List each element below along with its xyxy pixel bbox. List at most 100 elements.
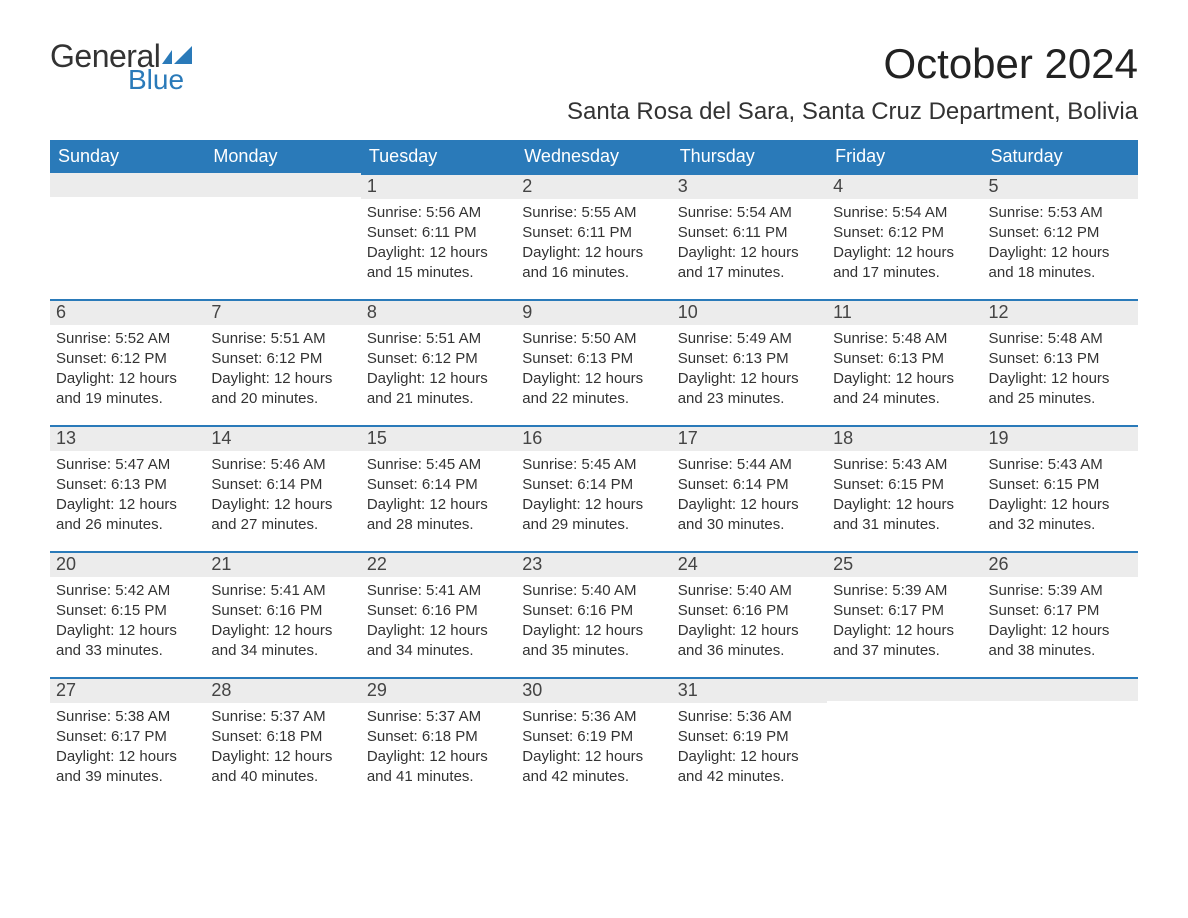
day-sunrise: Sunrise: 5:43 AM: [833, 455, 976, 475]
day-sunset: Sunset: 6:17 PM: [833, 601, 976, 621]
day-sunset: Sunset: 6:13 PM: [56, 475, 199, 495]
day-daylight1: Daylight: 12 hours: [678, 621, 821, 641]
day-sunrise: Sunrise: 5:39 AM: [833, 581, 976, 601]
calendar-day-cell: 10Sunrise: 5:49 AMSunset: 6:13 PMDayligh…: [672, 299, 827, 425]
day-sunrise: Sunrise: 5:42 AM: [56, 581, 199, 601]
day-sunset: Sunset: 6:13 PM: [833, 349, 976, 369]
day-details: Sunrise: 5:45 AMSunset: 6:14 PMDaylight:…: [516, 451, 671, 544]
location-subtitle: Santa Rosa del Sara, Santa Cruz Departme…: [50, 98, 1138, 126]
day-sunrise: Sunrise: 5:54 AM: [678, 203, 821, 223]
day-number: 11: [827, 299, 982, 325]
day-sunrise: Sunrise: 5:36 AM: [522, 707, 665, 727]
day-number: [50, 173, 205, 197]
day-daylight1: Daylight: 12 hours: [678, 243, 821, 263]
day-daylight2: and 16 minutes.: [522, 263, 665, 283]
day-number: 31: [672, 677, 827, 703]
day-number: 12: [983, 299, 1138, 325]
day-daylight2: and 42 minutes.: [522, 767, 665, 787]
day-details: Sunrise: 5:36 AMSunset: 6:19 PMDaylight:…: [672, 703, 827, 796]
day-details: Sunrise: 5:37 AMSunset: 6:18 PMDaylight:…: [361, 703, 516, 796]
day-sunset: Sunset: 6:11 PM: [367, 223, 510, 243]
day-sunrise: Sunrise: 5:36 AM: [678, 707, 821, 727]
day-number: [205, 173, 360, 197]
weekday-header: Thursday: [672, 140, 827, 173]
day-number: 6: [50, 299, 205, 325]
calendar-day-cell: [827, 677, 982, 803]
day-details: Sunrise: 5:40 AMSunset: 6:16 PMDaylight:…: [516, 577, 671, 670]
calendar-day-cell: 1Sunrise: 5:56 AMSunset: 6:11 PMDaylight…: [361, 173, 516, 299]
day-sunrise: Sunrise: 5:48 AM: [833, 329, 976, 349]
day-sunset: Sunset: 6:12 PM: [833, 223, 976, 243]
day-daylight1: Daylight: 12 hours: [211, 621, 354, 641]
day-number: [827, 677, 982, 701]
calendar-day-cell: 8Sunrise: 5:51 AMSunset: 6:12 PMDaylight…: [361, 299, 516, 425]
day-details: Sunrise: 5:47 AMSunset: 6:13 PMDaylight:…: [50, 451, 205, 544]
calendar-day-cell: 11Sunrise: 5:48 AMSunset: 6:13 PMDayligh…: [827, 299, 982, 425]
day-sunset: Sunset: 6:14 PM: [678, 475, 821, 495]
day-sunset: Sunset: 6:14 PM: [211, 475, 354, 495]
calendar-day-cell: 15Sunrise: 5:45 AMSunset: 6:14 PMDayligh…: [361, 425, 516, 551]
day-daylight2: and 23 minutes.: [678, 389, 821, 409]
day-sunrise: Sunrise: 5:41 AM: [211, 581, 354, 601]
day-sunrise: Sunrise: 5:38 AM: [56, 707, 199, 727]
day-daylight2: and 34 minutes.: [367, 641, 510, 661]
day-sunrise: Sunrise: 5:44 AM: [678, 455, 821, 475]
day-daylight1: Daylight: 12 hours: [56, 369, 199, 389]
calendar-day-cell: 17Sunrise: 5:44 AMSunset: 6:14 PMDayligh…: [672, 425, 827, 551]
day-details: Sunrise: 5:41 AMSunset: 6:16 PMDaylight:…: [361, 577, 516, 670]
day-sunrise: Sunrise: 5:37 AM: [367, 707, 510, 727]
logo: General Blue: [50, 40, 192, 94]
day-number: 14: [205, 425, 360, 451]
day-sunset: Sunset: 6:13 PM: [989, 349, 1132, 369]
calendar-day-cell: 21Sunrise: 5:41 AMSunset: 6:16 PMDayligh…: [205, 551, 360, 677]
day-number: 5: [983, 173, 1138, 199]
day-details: [983, 701, 1138, 713]
day-daylight2: and 42 minutes.: [678, 767, 821, 787]
day-number: 22: [361, 551, 516, 577]
calendar-day-cell: 20Sunrise: 5:42 AMSunset: 6:15 PMDayligh…: [50, 551, 205, 677]
day-number: 15: [361, 425, 516, 451]
day-sunrise: Sunrise: 5:52 AM: [56, 329, 199, 349]
day-daylight1: Daylight: 12 hours: [989, 621, 1132, 641]
day-sunrise: Sunrise: 5:54 AM: [833, 203, 976, 223]
day-number: 4: [827, 173, 982, 199]
calendar-day-cell: 7Sunrise: 5:51 AMSunset: 6:12 PMDaylight…: [205, 299, 360, 425]
day-number: 20: [50, 551, 205, 577]
calendar-day-cell: 9Sunrise: 5:50 AMSunset: 6:13 PMDaylight…: [516, 299, 671, 425]
day-details: Sunrise: 5:36 AMSunset: 6:19 PMDaylight:…: [516, 703, 671, 796]
day-details: Sunrise: 5:39 AMSunset: 6:17 PMDaylight:…: [983, 577, 1138, 670]
day-sunset: Sunset: 6:16 PM: [522, 601, 665, 621]
day-sunrise: Sunrise: 5:50 AM: [522, 329, 665, 349]
day-sunrise: Sunrise: 5:55 AM: [522, 203, 665, 223]
day-daylight2: and 38 minutes.: [989, 641, 1132, 661]
calendar-table: Sunday Monday Tuesday Wednesday Thursday…: [50, 140, 1138, 803]
day-details: Sunrise: 5:37 AMSunset: 6:18 PMDaylight:…: [205, 703, 360, 796]
day-number: 3: [672, 173, 827, 199]
day-sunset: Sunset: 6:15 PM: [833, 475, 976, 495]
day-sunrise: Sunrise: 5:49 AM: [678, 329, 821, 349]
day-sunset: Sunset: 6:16 PM: [367, 601, 510, 621]
weekday-header: Sunday: [50, 140, 205, 173]
calendar-day-cell: 27Sunrise: 5:38 AMSunset: 6:17 PMDayligh…: [50, 677, 205, 803]
day-sunrise: Sunrise: 5:37 AM: [211, 707, 354, 727]
day-number: 18: [827, 425, 982, 451]
day-daylight1: Daylight: 12 hours: [833, 621, 976, 641]
calendar-day-cell: 3Sunrise: 5:54 AMSunset: 6:11 PMDaylight…: [672, 173, 827, 299]
day-daylight1: Daylight: 12 hours: [678, 495, 821, 515]
weekday-header: Wednesday: [516, 140, 671, 173]
day-sunrise: Sunrise: 5:48 AM: [989, 329, 1132, 349]
day-daylight1: Daylight: 12 hours: [367, 369, 510, 389]
day-details: Sunrise: 5:43 AMSunset: 6:15 PMDaylight:…: [983, 451, 1138, 544]
day-sunrise: Sunrise: 5:47 AM: [56, 455, 199, 475]
calendar-day-cell: 14Sunrise: 5:46 AMSunset: 6:14 PMDayligh…: [205, 425, 360, 551]
calendar-day-cell: 16Sunrise: 5:45 AMSunset: 6:14 PMDayligh…: [516, 425, 671, 551]
day-sunrise: Sunrise: 5:45 AM: [367, 455, 510, 475]
day-sunset: Sunset: 6:16 PM: [678, 601, 821, 621]
day-number: 24: [672, 551, 827, 577]
day-sunset: Sunset: 6:12 PM: [989, 223, 1132, 243]
day-daylight1: Daylight: 12 hours: [522, 369, 665, 389]
day-daylight1: Daylight: 12 hours: [522, 495, 665, 515]
day-daylight2: and 18 minutes.: [989, 263, 1132, 283]
day-daylight1: Daylight: 12 hours: [56, 495, 199, 515]
day-daylight2: and 22 minutes.: [522, 389, 665, 409]
